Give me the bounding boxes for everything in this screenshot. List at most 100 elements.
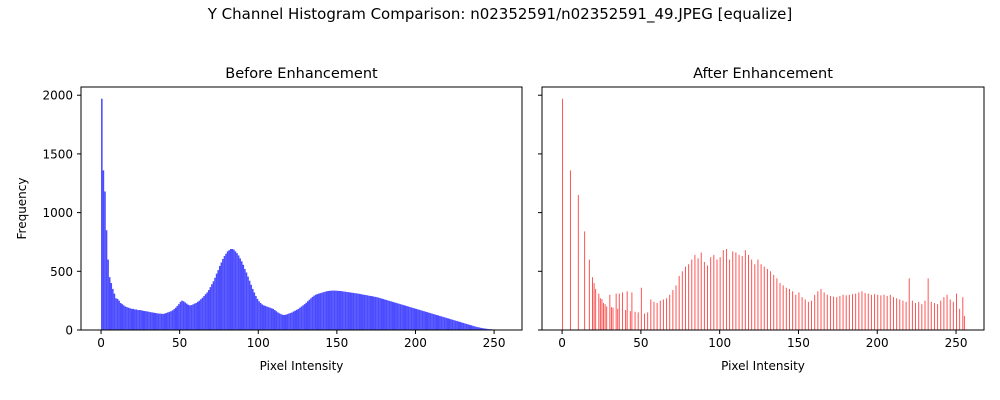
y-tick-label: 500 bbox=[50, 265, 73, 279]
histogram-bar bbox=[406, 306, 408, 330]
histogram-bar bbox=[470, 325, 473, 330]
histogram-bar bbox=[604, 304, 606, 330]
histogram-bar bbox=[450, 319, 452, 330]
histogram-bar bbox=[393, 302, 396, 330]
histogram-bar bbox=[442, 316, 444, 330]
histogram-bar bbox=[836, 297, 838, 330]
histogram-bar bbox=[426, 312, 429, 330]
histogram-bar bbox=[908, 278, 910, 330]
histogram-bar bbox=[398, 303, 400, 330]
histogram-bar bbox=[417, 309, 419, 330]
histogram-bar bbox=[245, 272, 248, 330]
histogram-bar bbox=[262, 305, 265, 330]
histogram-bar bbox=[858, 292, 860, 330]
histogram-bar bbox=[454, 320, 457, 330]
histogram-bar bbox=[595, 288, 597, 330]
histogram-bar bbox=[116, 298, 119, 330]
histogram-bar bbox=[281, 314, 284, 330]
histogram-bar bbox=[833, 296, 835, 330]
histogram-bar bbox=[338, 290, 341, 330]
histogram-bar bbox=[390, 301, 392, 330]
histogram-bar bbox=[314, 294, 317, 330]
histogram-bar bbox=[272, 308, 274, 330]
histogram-bar bbox=[685, 266, 686, 330]
histogram-bar bbox=[283, 314, 285, 330]
histogram-bar bbox=[261, 304, 263, 330]
histogram-bar bbox=[113, 293, 116, 330]
histogram-bar bbox=[401, 304, 403, 330]
histogram-bar bbox=[165, 312, 168, 330]
histogram-bar bbox=[179, 301, 182, 330]
histogram-bar bbox=[776, 278, 778, 330]
histogram-bar bbox=[322, 292, 325, 330]
histogram-bar bbox=[351, 292, 353, 330]
histogram-bar bbox=[280, 314, 282, 330]
histogram-bar bbox=[424, 311, 427, 330]
histogram-bar bbox=[669, 294, 671, 330]
histogram-bar bbox=[467, 324, 469, 330]
histogram-bar bbox=[104, 191, 106, 330]
histogram-bar bbox=[198, 300, 201, 330]
histogram-bar bbox=[325, 291, 328, 330]
histogram-bar bbox=[395, 302, 397, 330]
histogram-bar bbox=[483, 328, 485, 330]
histogram-bar bbox=[284, 314, 287, 330]
histogram-bar bbox=[562, 98, 564, 331]
histogram-bar bbox=[432, 314, 435, 330]
histogram-bar bbox=[612, 307, 614, 330]
histogram-bar bbox=[335, 290, 337, 330]
histogram-bar bbox=[162, 313, 164, 330]
histogram-bar bbox=[269, 307, 271, 330]
histogram-bar bbox=[763, 266, 765, 330]
histogram-bar bbox=[911, 300, 913, 330]
histogram-bar bbox=[729, 259, 731, 330]
histogram-bar bbox=[927, 278, 929, 330]
histogram-bar bbox=[748, 254, 749, 330]
histogram-bar bbox=[110, 283, 113, 330]
histogram-bar bbox=[943, 297, 945, 330]
after-enhancement-panel: After Enhancement 0 50 100 150 200 250 Pixel … bbox=[538, 66, 985, 373]
x-tick-label: 0 bbox=[97, 336, 105, 350]
histogram-bar bbox=[659, 300, 661, 330]
histogram-bar bbox=[779, 283, 781, 330]
histogram-bar bbox=[358, 293, 361, 330]
histogram-bar bbox=[343, 291, 345, 330]
histogram-bar bbox=[807, 301, 809, 330]
histogram-bar bbox=[151, 312, 153, 330]
histogram-bar bbox=[107, 259, 109, 330]
histogram-bar bbox=[842, 294, 844, 330]
histogram-bar bbox=[707, 265, 709, 330]
histogram-bar bbox=[207, 290, 210, 330]
histogram-bar bbox=[457, 321, 460, 330]
histogram-bar bbox=[940, 300, 942, 330]
histogram-bar bbox=[377, 297, 380, 330]
histogram-bar bbox=[937, 304, 939, 330]
histogram-bar bbox=[203, 295, 205, 330]
histogram-bar bbox=[404, 305, 407, 330]
histogram-bar bbox=[592, 277, 593, 330]
after-histogram-bars bbox=[562, 98, 965, 331]
histogram-bar bbox=[159, 313, 161, 330]
histogram-bar bbox=[222, 258, 224, 330]
x-tick-label: 200 bbox=[866, 336, 889, 350]
histogram-bar bbox=[251, 288, 254, 330]
histogram-bar bbox=[352, 292, 355, 330]
histogram-bar bbox=[902, 300, 904, 330]
histogram-bar bbox=[817, 291, 819, 330]
histogram-bar bbox=[215, 273, 218, 330]
histogram-bar bbox=[218, 266, 221, 330]
before-plot-frame bbox=[80, 86, 523, 331]
histogram-bar bbox=[757, 259, 759, 330]
histogram-bar bbox=[226, 251, 229, 330]
histogram-bar bbox=[675, 285, 677, 330]
histogram-bar bbox=[380, 298, 383, 330]
before-panel-title: Before Enhancement bbox=[225, 66, 378, 82]
histogram-bar bbox=[647, 312, 649, 330]
histogram-bar bbox=[820, 288, 822, 330]
histogram-bar bbox=[368, 295, 370, 330]
histogram-bar bbox=[355, 293, 358, 330]
histogram-bar bbox=[681, 271, 683, 330]
histogram-bar bbox=[741, 256, 743, 330]
